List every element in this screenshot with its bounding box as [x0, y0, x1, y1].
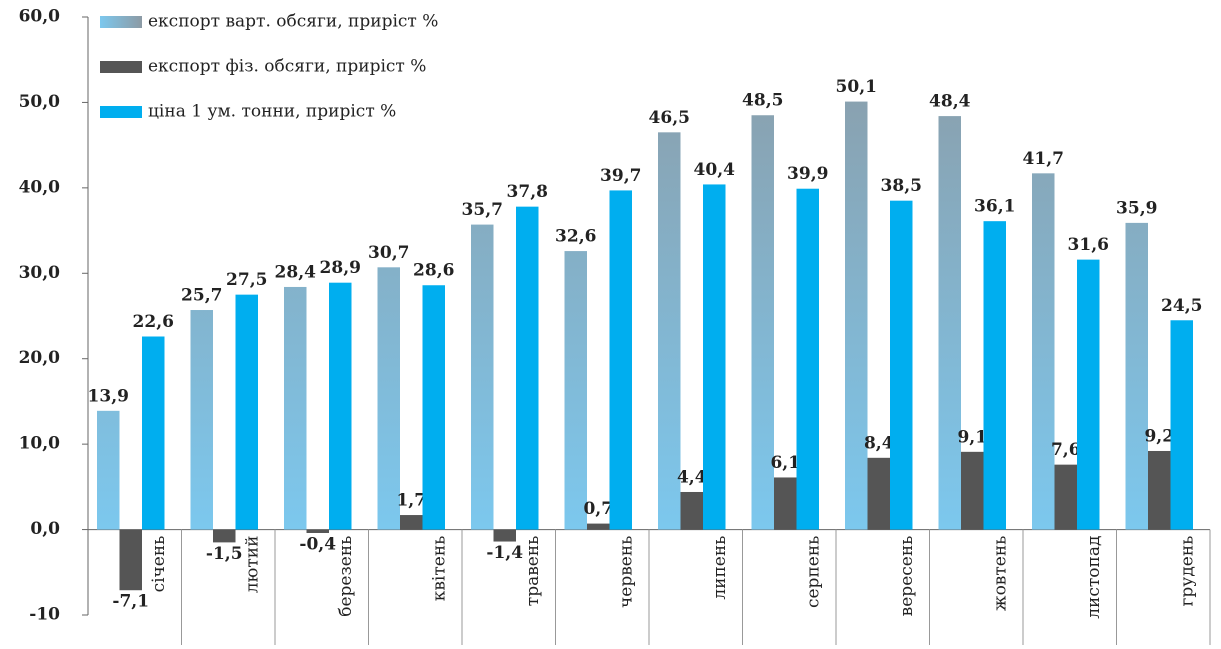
bar: [1032, 173, 1055, 530]
bar: [774, 477, 797, 530]
bar: [142, 336, 165, 530]
y-tick-label: 50,0: [19, 92, 61, 112]
value-label: 13,9: [88, 386, 129, 406]
bar: [1148, 450, 1171, 530]
bar: [751, 115, 774, 530]
bar: [493, 529, 516, 542]
bar: [983, 221, 1006, 530]
legend-swatch: [100, 106, 142, 118]
bar: [680, 491, 703, 530]
bar: [329, 282, 352, 530]
legend-label: експорт варт. обсяги, приріст %: [148, 12, 438, 32]
value-label: 31,6: [1068, 235, 1109, 255]
bar: [1125, 222, 1148, 530]
bar: [938, 116, 961, 530]
x-tick-label: липень: [710, 536, 730, 600]
value-label: 46,5: [649, 108, 690, 128]
value-label: 48,4: [929, 92, 971, 112]
value-label: 36,1: [974, 197, 1015, 217]
value-label: 8,4: [864, 433, 894, 453]
bar: [471, 224, 494, 530]
value-label: 35,7: [462, 200, 503, 220]
x-tick-label: квітень: [430, 536, 450, 602]
value-label: -1,4: [486, 543, 523, 563]
bar: [516, 206, 539, 530]
x-tick-label: жовтень: [991, 536, 1011, 612]
bar: [422, 285, 445, 530]
value-label: 38,5: [881, 176, 922, 196]
bar: [796, 188, 819, 530]
bar: [190, 310, 213, 530]
value-label: 28,9: [320, 258, 361, 278]
bar: [400, 515, 423, 530]
value-label: 25,7: [181, 286, 222, 306]
bar: [890, 200, 913, 530]
value-label: 35,9: [1116, 198, 1157, 218]
bar: [564, 251, 587, 530]
value-label: -1,5: [206, 544, 243, 564]
bar: [306, 529, 329, 533]
bar: [213, 529, 236, 543]
value-label: 41,7: [1023, 149, 1064, 169]
bar: [845, 101, 868, 530]
value-label: 6,1: [770, 453, 800, 473]
value-label: 39,7: [600, 166, 641, 186]
x-tick-label: серпень: [804, 536, 824, 608]
value-label: 9,1: [957, 427, 987, 447]
value-label: 30,7: [368, 243, 409, 263]
x-tick-label: вересень: [897, 536, 917, 617]
y-tick-label: 20,0: [19, 348, 61, 368]
legend-label: ціна 1 ум. тонни, приріст %: [148, 102, 396, 122]
value-label: 39,9: [787, 164, 828, 184]
value-label: 9,2: [1144, 426, 1174, 446]
bar: [961, 451, 984, 530]
y-tick-label: 60,0: [19, 7, 61, 27]
value-label: 32,6: [555, 227, 596, 247]
bar: [658, 132, 681, 530]
x-tick-label: червень: [617, 536, 637, 608]
bar: [867, 457, 890, 530]
y-tick-label: -10: [29, 605, 60, 625]
y-tick-label: 30,0: [19, 263, 61, 283]
bar: [609, 190, 632, 530]
x-tick-label: листопад: [1084, 536, 1104, 619]
value-label: -7,1: [112, 592, 149, 612]
value-label: -0,4: [299, 534, 336, 554]
bar: [284, 286, 307, 530]
x-tick-label: лютий: [243, 536, 263, 594]
value-label: 7,6: [1051, 440, 1081, 460]
bar: [1170, 320, 1193, 530]
value-label: 40,4: [694, 160, 736, 180]
value-label: 22,6: [133, 312, 174, 332]
bar: [1077, 259, 1100, 530]
value-label: 24,5: [1161, 296, 1202, 316]
bar: [119, 529, 142, 591]
value-label: 27,5: [226, 270, 267, 290]
x-tick-label: грудень: [1178, 536, 1198, 607]
bar: [235, 294, 258, 530]
value-label: 50,1: [836, 77, 877, 97]
bar: [377, 267, 400, 530]
value-label: 28,6: [413, 261, 454, 281]
legend-swatch: [100, 16, 142, 28]
x-tick-label: травень: [523, 536, 543, 607]
y-tick-label: 10,0: [19, 434, 61, 454]
value-label: 4,4: [677, 467, 707, 487]
bar: [587, 523, 610, 530]
legend-swatch: [100, 61, 142, 73]
x-tick-label: січень: [149, 536, 169, 593]
x-tick-label: березень: [336, 536, 356, 617]
value-label: 1,7: [396, 491, 426, 511]
y-tick-label: 40,0: [19, 177, 61, 197]
value-label: 28,4: [275, 262, 317, 282]
value-label: 37,8: [507, 182, 548, 202]
value-label: 48,5: [742, 91, 783, 111]
value-label: 0,7: [583, 499, 613, 519]
bar: [1054, 464, 1077, 530]
legend-label: експорт фіз. обсяги, приріст %: [148, 57, 426, 77]
bar: [703, 184, 726, 530]
bar: [97, 410, 120, 530]
y-tick-label: 0,0: [30, 519, 60, 539]
